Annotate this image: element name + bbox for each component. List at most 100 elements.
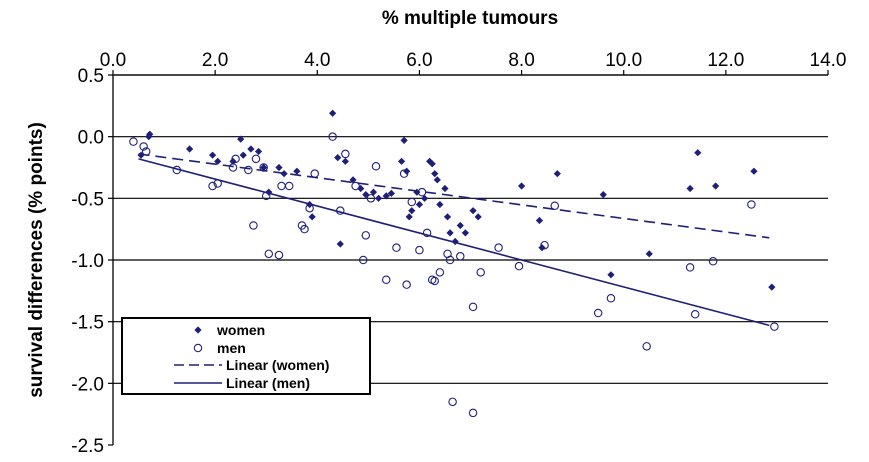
men-point-1	[139, 142, 148, 151]
women-point-57	[712, 182, 720, 190]
women-point-14	[280, 170, 288, 178]
men-point-6	[228, 163, 238, 172]
y-tick-label-0: 0.5	[78, 66, 104, 87]
women-point-20	[341, 157, 349, 165]
men-point-56	[770, 322, 779, 331]
x-tick-label-3: 6.0	[406, 50, 432, 71]
men-point-10	[251, 154, 261, 164]
men-point-24	[358, 255, 368, 265]
x-tick-label-0: 0.0	[100, 50, 126, 71]
men-point-16	[284, 181, 294, 191]
men-point-36	[430, 276, 439, 286]
men-point-47	[540, 240, 549, 250]
women-point-19	[334, 154, 342, 162]
men-point-15	[277, 181, 286, 191]
men-point-41	[456, 252, 465, 261]
legend-label-0: women	[216, 322, 265, 338]
women-point-11	[260, 163, 268, 172]
men-point-11	[259, 163, 268, 172]
legend-box	[121, 317, 371, 395]
men-point-5	[213, 179, 222, 188]
men-point-2	[141, 147, 151, 156]
women-point-17	[308, 213, 316, 221]
women-point-26	[382, 192, 390, 200]
x-axis-title: % multiple tumours	[382, 8, 558, 29]
y-tick-label-2: -0.5	[71, 189, 104, 210]
women-point-35	[426, 157, 434, 165]
women-point-13	[275, 163, 283, 172]
women-point-42	[446, 229, 454, 237]
women-point-41	[443, 213, 452, 221]
women-point-2	[146, 130, 154, 138]
women-point-23	[362, 191, 370, 199]
men-point-42	[468, 408, 478, 418]
women-point-45	[461, 229, 469, 237]
men-point-14	[274, 250, 284, 260]
x-tick-labels: 0.0 2.0 4.0 6.0 8.0 10.0 12.0 14.0	[100, 50, 847, 71]
men-point-21	[336, 206, 345, 215]
men-point-53	[690, 310, 700, 319]
men-point-13	[264, 249, 274, 259]
x-tick-label-4: 8.0	[508, 50, 534, 71]
men-point-46	[514, 261, 524, 271]
women-point-58	[750, 167, 758, 175]
women-point-21	[349, 176, 357, 184]
x-tick-label-5: 10.0	[605, 50, 642, 71]
legend-men-marker	[193, 343, 203, 353]
men-point-55	[747, 200, 756, 209]
men-point-7	[231, 154, 240, 164]
women-point-60	[336, 240, 344, 248]
men-point-23	[351, 181, 360, 191]
men-point-9	[249, 221, 258, 230]
women-point-61	[387, 189, 395, 197]
women-point-5	[214, 157, 222, 165]
women-point-54	[645, 250, 653, 258]
women-point-39	[436, 200, 444, 209]
women-point-38	[433, 176, 441, 184]
women-point-18	[329, 109, 337, 117]
y-tick-label-1: 0.0	[78, 128, 104, 149]
men-point-43	[468, 302, 478, 312]
men-point-34	[422, 228, 432, 238]
women-point-56	[694, 149, 702, 157]
women-point-7	[237, 135, 245, 143]
women-point-15	[293, 167, 301, 175]
men-point-31	[402, 280, 411, 289]
y-axis-title: survival differences (% points)	[26, 122, 47, 398]
men-point-37	[435, 268, 445, 277]
women-point-8	[239, 151, 247, 159]
y-tick-label-4: -1.5	[71, 313, 104, 334]
men-point-57	[310, 169, 319, 178]
men-point-39	[445, 255, 455, 265]
men-point-28	[381, 275, 391, 284]
women-point-0	[137, 151, 145, 159]
legend-label-3: Linear (men)	[226, 375, 310, 391]
men-point-12	[261, 191, 271, 201]
men-point-51	[642, 342, 651, 351]
women-point-24	[369, 188, 378, 196]
men-point-29	[392, 243, 401, 252]
women-point-48	[517, 182, 526, 190]
women-point-28	[400, 136, 408, 144]
men-point-33	[415, 245, 424, 255]
men-point-27	[371, 162, 381, 171]
men-point-54	[708, 256, 718, 266]
women-point-25	[374, 194, 383, 202]
women-point-33	[415, 200, 424, 209]
x-tick-label-6: 12.0	[707, 50, 744, 71]
men-point-32	[407, 197, 417, 207]
women-point-12	[265, 188, 273, 196]
axes	[108, 70, 829, 446]
women-point-34	[420, 194, 429, 202]
legend-label-2: Linear (women)	[226, 357, 329, 373]
men-point-19	[305, 203, 314, 213]
women-point-10	[254, 147, 263, 156]
men-point-48	[550, 201, 560, 210]
men-point-50	[606, 293, 616, 303]
women-point-52	[599, 191, 607, 199]
x-tick-label-2: 4.0	[304, 50, 330, 71]
women-point-51	[553, 170, 561, 178]
men-point-49	[593, 308, 603, 318]
x-tick-label-1: 2.0	[202, 50, 228, 71]
